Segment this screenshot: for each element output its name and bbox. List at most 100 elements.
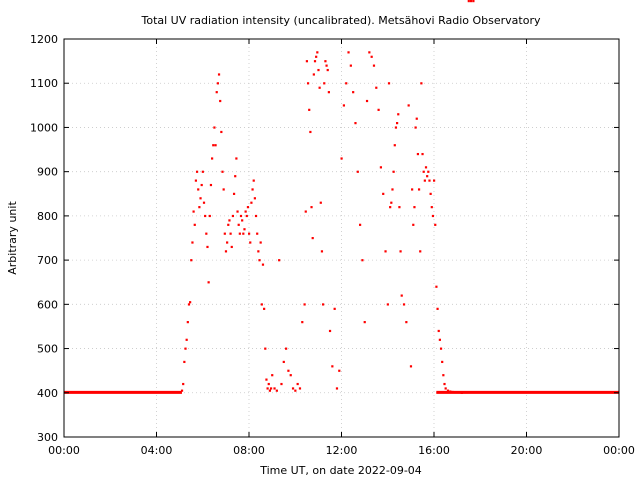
data-point [400,294,403,297]
data-point [269,387,273,390]
data-point [182,382,185,386]
data-point [429,192,432,195]
data-point [202,201,206,204]
data-point [191,241,194,244]
data-point [439,347,443,350]
data-point [214,144,217,147]
data-point [446,389,450,392]
data-point [345,82,348,85]
data-point [393,144,396,147]
data-point [340,157,343,160]
x-tick-labels: 00:00 04:00 08:00 12:00 16:00 20:00 00:00 [48,444,635,457]
data-point [384,250,387,253]
data-point [386,303,389,306]
data-points [64,0,619,394]
data-point [230,245,233,249]
data-point [389,206,392,209]
data-point [424,166,428,169]
data-point [323,82,326,85]
data-point [363,321,366,324]
data-point [186,321,189,324]
data-point [449,390,452,393]
data-point [437,329,440,333]
data-point [184,347,187,350]
data-point [264,347,267,350]
data-point [352,91,355,94]
data-point [423,179,426,182]
data-point [434,223,437,226]
data-point [412,223,415,226]
data-point [427,170,430,173]
data-point [443,382,446,386]
data-point [372,64,376,67]
data-point [387,82,391,85]
data-point [349,64,352,67]
y-tick-label: 900 [37,166,58,179]
data-point [268,389,272,392]
data-point [396,122,399,125]
data-point [319,201,322,204]
data-point [326,68,329,72]
data-point [391,188,394,191]
data-point [409,365,413,368]
data-point [219,99,222,103]
data-point [232,192,236,195]
data-point [195,170,199,173]
data-point [405,321,408,324]
data-point [197,188,200,191]
data-point [227,223,230,226]
data-point [266,387,269,390]
data-point [259,241,262,244]
data-point [397,113,400,116]
data-point [187,303,191,306]
data-point [315,55,318,58]
data-point [278,259,281,262]
data-point [463,391,466,394]
data-point [322,303,325,306]
data-point [252,179,255,182]
data-point [411,188,414,191]
data-point [320,250,324,253]
data-point [327,91,330,94]
data-point [436,307,439,310]
axis-ticks [63,38,620,438]
data-point [217,73,221,76]
data-point [399,250,402,253]
data-point [280,382,283,386]
y-tick-label: 1100 [30,77,58,90]
x-axis-title: Time UT, on date 2022-09-04 [259,464,422,477]
data-point [453,391,457,394]
x-tick-label: 20:00 [511,444,543,457]
data-point [331,365,334,368]
data-point [317,68,320,72]
data-point [365,99,369,103]
x-tick-label: 08:00 [233,444,265,457]
data-point [379,166,383,169]
y-tick-label: 1000 [30,121,58,134]
data-point [249,241,252,244]
data-point [309,130,312,134]
y-tick-label: 700 [37,254,58,267]
data-point [305,60,309,63]
data-point [359,223,362,226]
data-point [260,303,263,306]
data-point [442,374,445,377]
data-point [180,389,184,392]
data-point [224,250,228,253]
data-point [342,104,346,107]
data-point [251,188,254,191]
data-point [211,157,214,160]
data-point [222,188,225,191]
y-tick-label: 500 [37,343,58,356]
data-point [375,86,378,89]
data-point [228,219,231,222]
data-point [420,82,423,85]
data-point [414,126,417,129]
data-point [237,223,240,226]
data-point [234,175,237,178]
data-point [200,183,203,187]
data-point [185,338,188,341]
data-point [312,73,315,76]
data-point [275,389,278,392]
data-point [183,360,186,364]
